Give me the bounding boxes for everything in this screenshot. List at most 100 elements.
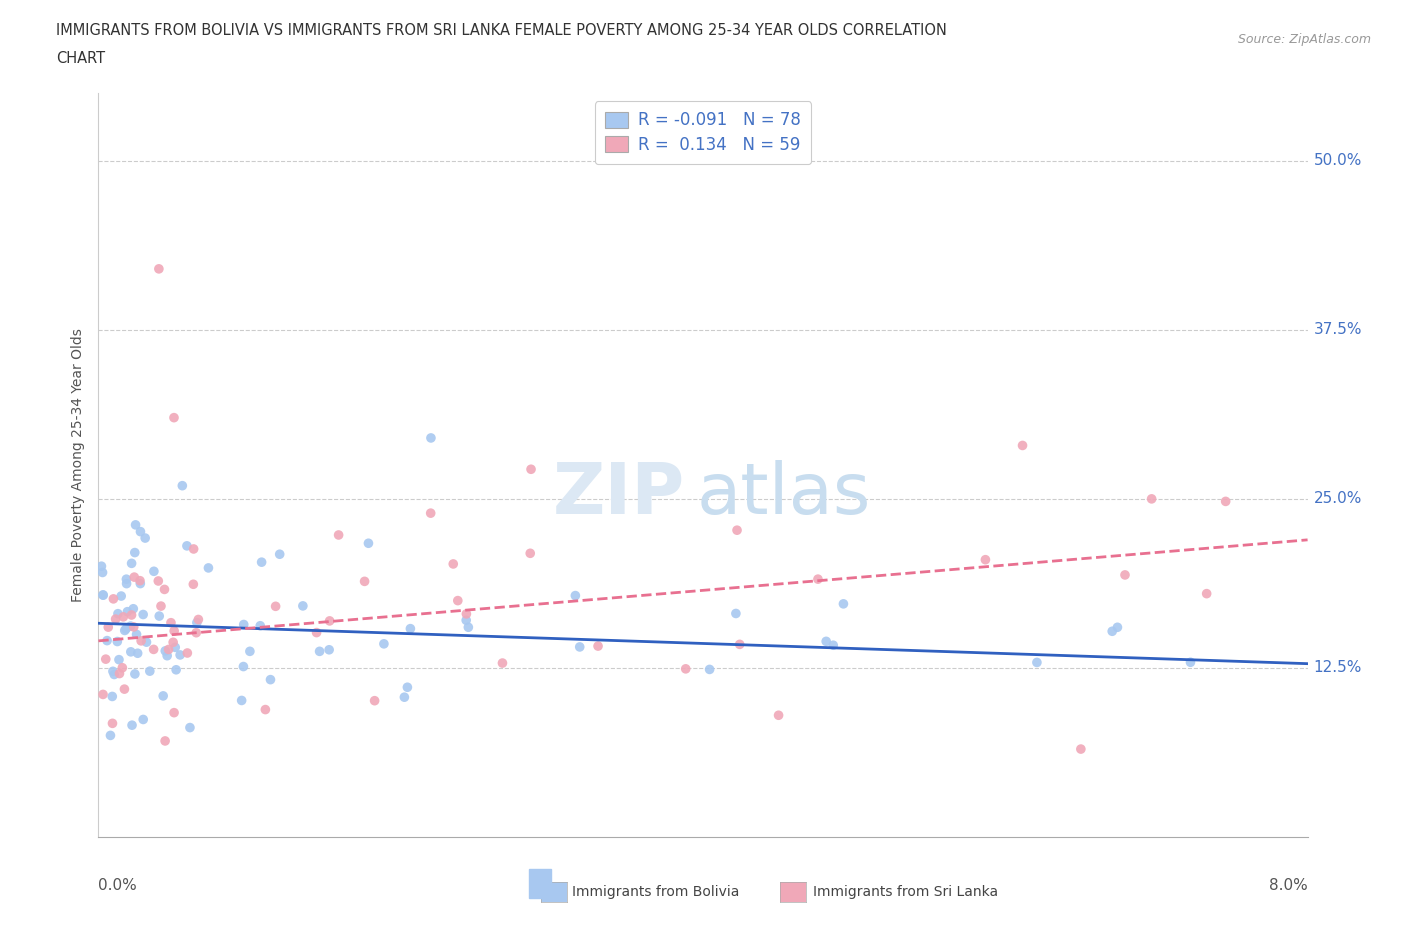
Point	[699, 662, 721, 677]
Point	[96, 633, 118, 648]
Text: 8.0%: 8.0%	[1268, 878, 1308, 893]
Point	[91, 565, 114, 580]
Point	[179, 720, 201, 735]
Point	[110, 589, 132, 604]
Point	[259, 672, 281, 687]
Point	[100, 728, 122, 743]
Point	[91, 588, 114, 603]
Point	[419, 506, 441, 521]
Point	[419, 431, 441, 445]
Point	[101, 689, 124, 704]
Point	[1140, 491, 1163, 506]
Point	[318, 614, 340, 629]
Text: 12.5%: 12.5%	[1313, 660, 1362, 675]
Point	[122, 619, 145, 634]
Point	[139, 664, 162, 679]
Point	[373, 636, 395, 651]
Point	[187, 612, 209, 627]
Y-axis label: Female Poverty Among 25-34 Year Olds: Female Poverty Among 25-34 Year Olds	[72, 328, 86, 602]
Point	[399, 621, 422, 636]
Point	[264, 599, 287, 614]
Point	[231, 693, 253, 708]
Point	[132, 712, 155, 727]
Point	[183, 541, 205, 556]
Point	[165, 640, 187, 655]
Point	[115, 572, 138, 587]
Point	[120, 644, 142, 659]
Point	[394, 690, 416, 705]
Point	[105, 634, 128, 649]
Point	[132, 607, 155, 622]
Point	[104, 612, 127, 627]
Point	[725, 523, 748, 538]
Point	[328, 527, 350, 542]
Point	[768, 708, 790, 723]
Point	[94, 652, 117, 667]
Point	[456, 606, 478, 621]
Point	[148, 608, 170, 623]
Point	[108, 652, 131, 667]
Point	[163, 410, 186, 425]
Point	[232, 618, 254, 632]
Point	[90, 559, 112, 574]
Point	[129, 633, 152, 648]
Point	[160, 616, 183, 631]
Point	[117, 604, 139, 619]
Point	[291, 598, 314, 613]
Point	[305, 625, 328, 640]
Legend: R = -0.091   N = 78, R =  0.134   N = 59: R = -0.091 N = 78, R = 0.134 N = 59	[595, 101, 811, 164]
Text: Immigrants from Sri Lanka: Immigrants from Sri Lanka	[813, 884, 998, 899]
Text: 37.5%: 37.5%	[1313, 322, 1362, 338]
Point	[169, 647, 191, 662]
Point	[357, 536, 380, 551]
Point	[197, 561, 219, 576]
Point	[112, 682, 135, 697]
Point	[1011, 438, 1033, 453]
Point	[124, 517, 146, 532]
Point	[148, 574, 170, 589]
Point	[91, 588, 114, 603]
Point	[1107, 620, 1129, 635]
Point	[122, 602, 145, 617]
Point	[823, 638, 845, 653]
Point	[129, 573, 152, 588]
Point	[97, 619, 120, 634]
Point	[815, 634, 838, 649]
Point	[1114, 567, 1136, 582]
Point	[121, 607, 143, 622]
Point	[115, 577, 138, 591]
Point	[396, 680, 419, 695]
Point	[176, 538, 198, 553]
Point	[152, 688, 174, 703]
Point	[91, 687, 114, 702]
Text: Source: ZipAtlas.com: Source: ZipAtlas.com	[1237, 33, 1371, 46]
Point	[135, 634, 157, 649]
Point	[142, 642, 165, 657]
Point	[491, 656, 513, 671]
Point	[134, 531, 156, 546]
Point	[724, 606, 747, 621]
Point	[129, 577, 152, 591]
Point	[121, 718, 143, 733]
Point	[155, 644, 177, 658]
Point	[163, 623, 186, 638]
Point	[120, 618, 142, 633]
Point	[353, 574, 375, 589]
Point	[124, 545, 146, 560]
Point	[114, 623, 136, 638]
Text: Immigrants from Bolivia: Immigrants from Bolivia	[572, 884, 740, 899]
Point	[520, 462, 543, 477]
Text: IMMIGRANTS FROM BOLIVIA VS IMMIGRANTS FROM SRI LANKA FEMALE POVERTY AMONG 25-34 : IMMIGRANTS FROM BOLIVIA VS IMMIGRANTS FR…	[56, 23, 948, 38]
Point	[103, 591, 125, 606]
Point	[176, 645, 198, 660]
Point	[156, 648, 179, 663]
Text: CHART: CHART	[56, 51, 105, 66]
Point	[157, 642, 180, 657]
Point	[249, 618, 271, 633]
Text: ZIP: ZIP	[553, 460, 685, 529]
Text: atlas: atlas	[697, 460, 872, 529]
Point	[974, 552, 997, 567]
Point	[1195, 586, 1218, 601]
Point	[318, 643, 340, 658]
Point	[129, 525, 152, 539]
